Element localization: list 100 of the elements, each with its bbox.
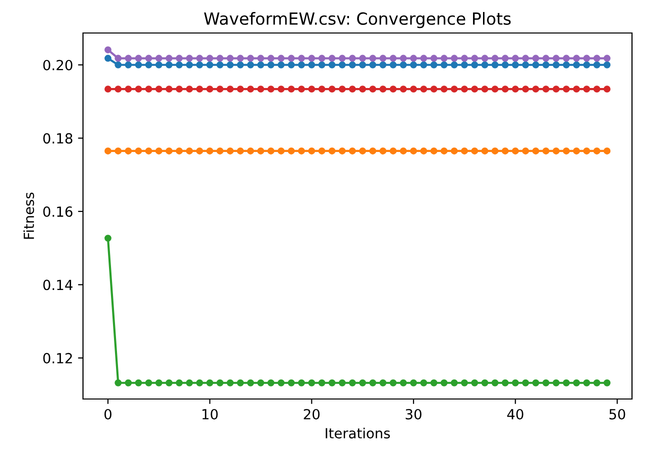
point [236, 86, 244, 93]
point [420, 379, 428, 386]
point [502, 61, 509, 68]
point [440, 61, 448, 68]
point [440, 54, 448, 62]
point [562, 147, 570, 154]
point [104, 234, 112, 242]
point [512, 379, 519, 386]
point [552, 61, 560, 68]
point [114, 61, 122, 68]
point [359, 86, 366, 93]
point [114, 379, 122, 386]
point [288, 86, 295, 93]
point [390, 61, 397, 68]
point [104, 86, 112, 93]
point [166, 61, 173, 68]
point [450, 61, 458, 68]
point [135, 54, 142, 62]
point [338, 61, 346, 68]
point [379, 379, 386, 386]
point [348, 86, 356, 93]
point [298, 54, 305, 62]
point [114, 86, 122, 93]
point [542, 61, 550, 68]
point [328, 61, 336, 68]
point [124, 61, 132, 68]
point [481, 86, 488, 93]
point [440, 147, 448, 154]
point [196, 61, 204, 68]
point [216, 86, 224, 93]
x-axis-title: Iterations [326, 428, 390, 438]
point [226, 54, 234, 62]
point [257, 86, 264, 93]
point [298, 86, 305, 93]
point [206, 61, 214, 68]
point [257, 147, 264, 154]
point [542, 147, 550, 154]
point [308, 379, 316, 386]
point [542, 54, 550, 62]
point [420, 147, 428, 154]
point [124, 379, 132, 386]
point [267, 61, 274, 68]
point [440, 379, 448, 386]
point [328, 147, 336, 154]
point [450, 86, 458, 93]
point [573, 147, 580, 154]
point [298, 147, 305, 154]
point [481, 61, 488, 68]
point [155, 86, 162, 93]
point [318, 147, 326, 154]
x-tick-label: 40 [507, 408, 524, 420]
point [593, 54, 600, 62]
point [562, 54, 570, 62]
point [430, 54, 438, 62]
point [267, 379, 274, 386]
point [247, 86, 254, 93]
point [471, 147, 478, 154]
point [257, 54, 264, 62]
point [390, 379, 397, 386]
point [278, 54, 285, 62]
point [379, 86, 386, 93]
point [410, 147, 417, 154]
point [216, 61, 224, 68]
point [145, 379, 152, 386]
point [278, 86, 285, 93]
point [216, 54, 224, 62]
point [308, 61, 316, 68]
point [522, 61, 530, 68]
point [532, 379, 540, 386]
point [400, 54, 407, 62]
point [593, 86, 600, 93]
point [166, 86, 173, 93]
y-axis-title: Fitness [23, 192, 34, 239]
point [236, 379, 244, 386]
point [512, 86, 519, 93]
point [450, 147, 458, 154]
point [166, 379, 173, 386]
point [583, 61, 590, 68]
point [206, 86, 214, 93]
point [562, 379, 570, 386]
point [410, 379, 417, 386]
point [604, 379, 611, 386]
point [186, 86, 193, 93]
point [308, 86, 316, 93]
point [135, 379, 142, 386]
point [328, 379, 336, 386]
point [206, 54, 214, 62]
point [532, 61, 540, 68]
point [359, 379, 366, 386]
point [247, 61, 254, 68]
point [186, 54, 193, 62]
chart-title: WaveformEW.csv: Convergence Plots [204, 12, 511, 28]
point [532, 147, 540, 154]
point [236, 147, 244, 154]
point [145, 147, 152, 154]
point [226, 61, 234, 68]
point [502, 147, 509, 154]
point [420, 54, 428, 62]
point [430, 147, 438, 154]
point [471, 61, 478, 68]
